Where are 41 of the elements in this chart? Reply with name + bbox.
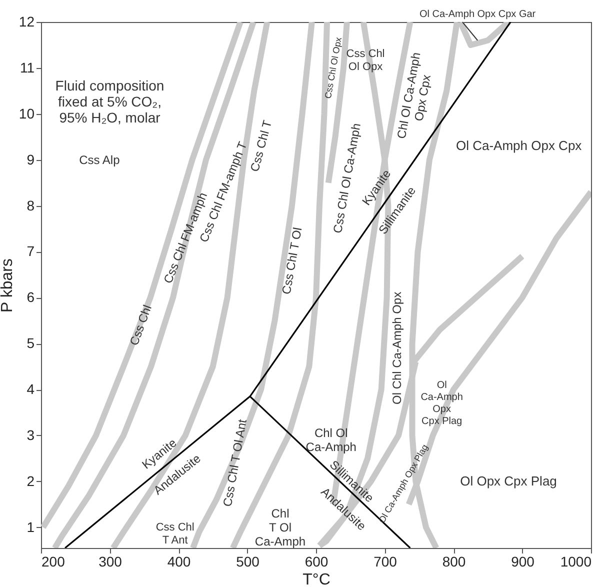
annotation: Css Chl T Ol xyxy=(279,226,305,296)
annotation: Css Chl T xyxy=(247,118,275,174)
annotation: Fluid composition fixed at 5% CO₂, 95% H₂O, molar xyxy=(55,77,164,126)
y-tick-label: 9 xyxy=(26,151,35,168)
y-tick-label: 2 xyxy=(26,472,35,489)
annotation: Ol Chl Ca-Amph Opx xyxy=(390,292,404,405)
x-tick-label: 300 xyxy=(98,554,122,570)
y-tick-label: 7 xyxy=(26,243,35,260)
x-axis-title: T°C xyxy=(302,572,330,587)
x-tick-label: 400 xyxy=(167,554,191,570)
x-tick-label: 600 xyxy=(304,554,328,570)
annotation: Css Chl T Ant xyxy=(156,521,194,546)
annotation: Ol Ca-Amph Opx Cpx xyxy=(456,138,582,154)
y-tick-label: 11 xyxy=(20,59,35,76)
x-tick-label: 700 xyxy=(374,554,398,570)
annotation: Ol Ca-Amph Opx Cpx Plag xyxy=(420,380,463,427)
annotation: Css Chl Ol Opx xyxy=(346,48,385,74)
y-axis-title: P kbars xyxy=(0,258,16,312)
annotation: Css Chl Ol Opx xyxy=(322,36,344,100)
annotation: Chl T Ol Ca-Amph xyxy=(254,506,306,549)
y-tick-label: 3 xyxy=(26,426,35,443)
y-tick-label: 1 xyxy=(26,518,35,535)
y-tick-label: 5 xyxy=(26,335,35,352)
x-tick-label: 200 xyxy=(42,554,66,570)
x-tick-label: 1000 xyxy=(560,554,592,570)
text: Ol Ca-Amph Opx Cpx Gar xyxy=(419,9,536,20)
y-tick-label: 12 xyxy=(18,14,35,30)
x-tick-label: 800 xyxy=(442,554,466,570)
x-tick-label: 500 xyxy=(236,554,260,570)
y-tick-label: 4 xyxy=(26,381,35,398)
y-tick-label: 8 xyxy=(26,197,35,214)
annotation: Css Chl T Ol Ant xyxy=(220,418,250,508)
annotation: Chl Ol Ca-Amph xyxy=(306,426,356,454)
y-tick-label: 10 xyxy=(18,105,35,122)
annotation: Chl Ol Ca-Amph Opx Cpx xyxy=(394,51,434,140)
y-tick-label: 6 xyxy=(26,289,35,306)
annotation: Css Alp xyxy=(79,152,120,167)
annotation: Css Chl Ol Ca-Amph xyxy=(330,122,364,234)
annotation: Css Chl xyxy=(126,303,154,348)
annotation: Ol Opx Cpx Plag xyxy=(460,473,557,488)
x-tick-label: 900 xyxy=(511,554,535,570)
